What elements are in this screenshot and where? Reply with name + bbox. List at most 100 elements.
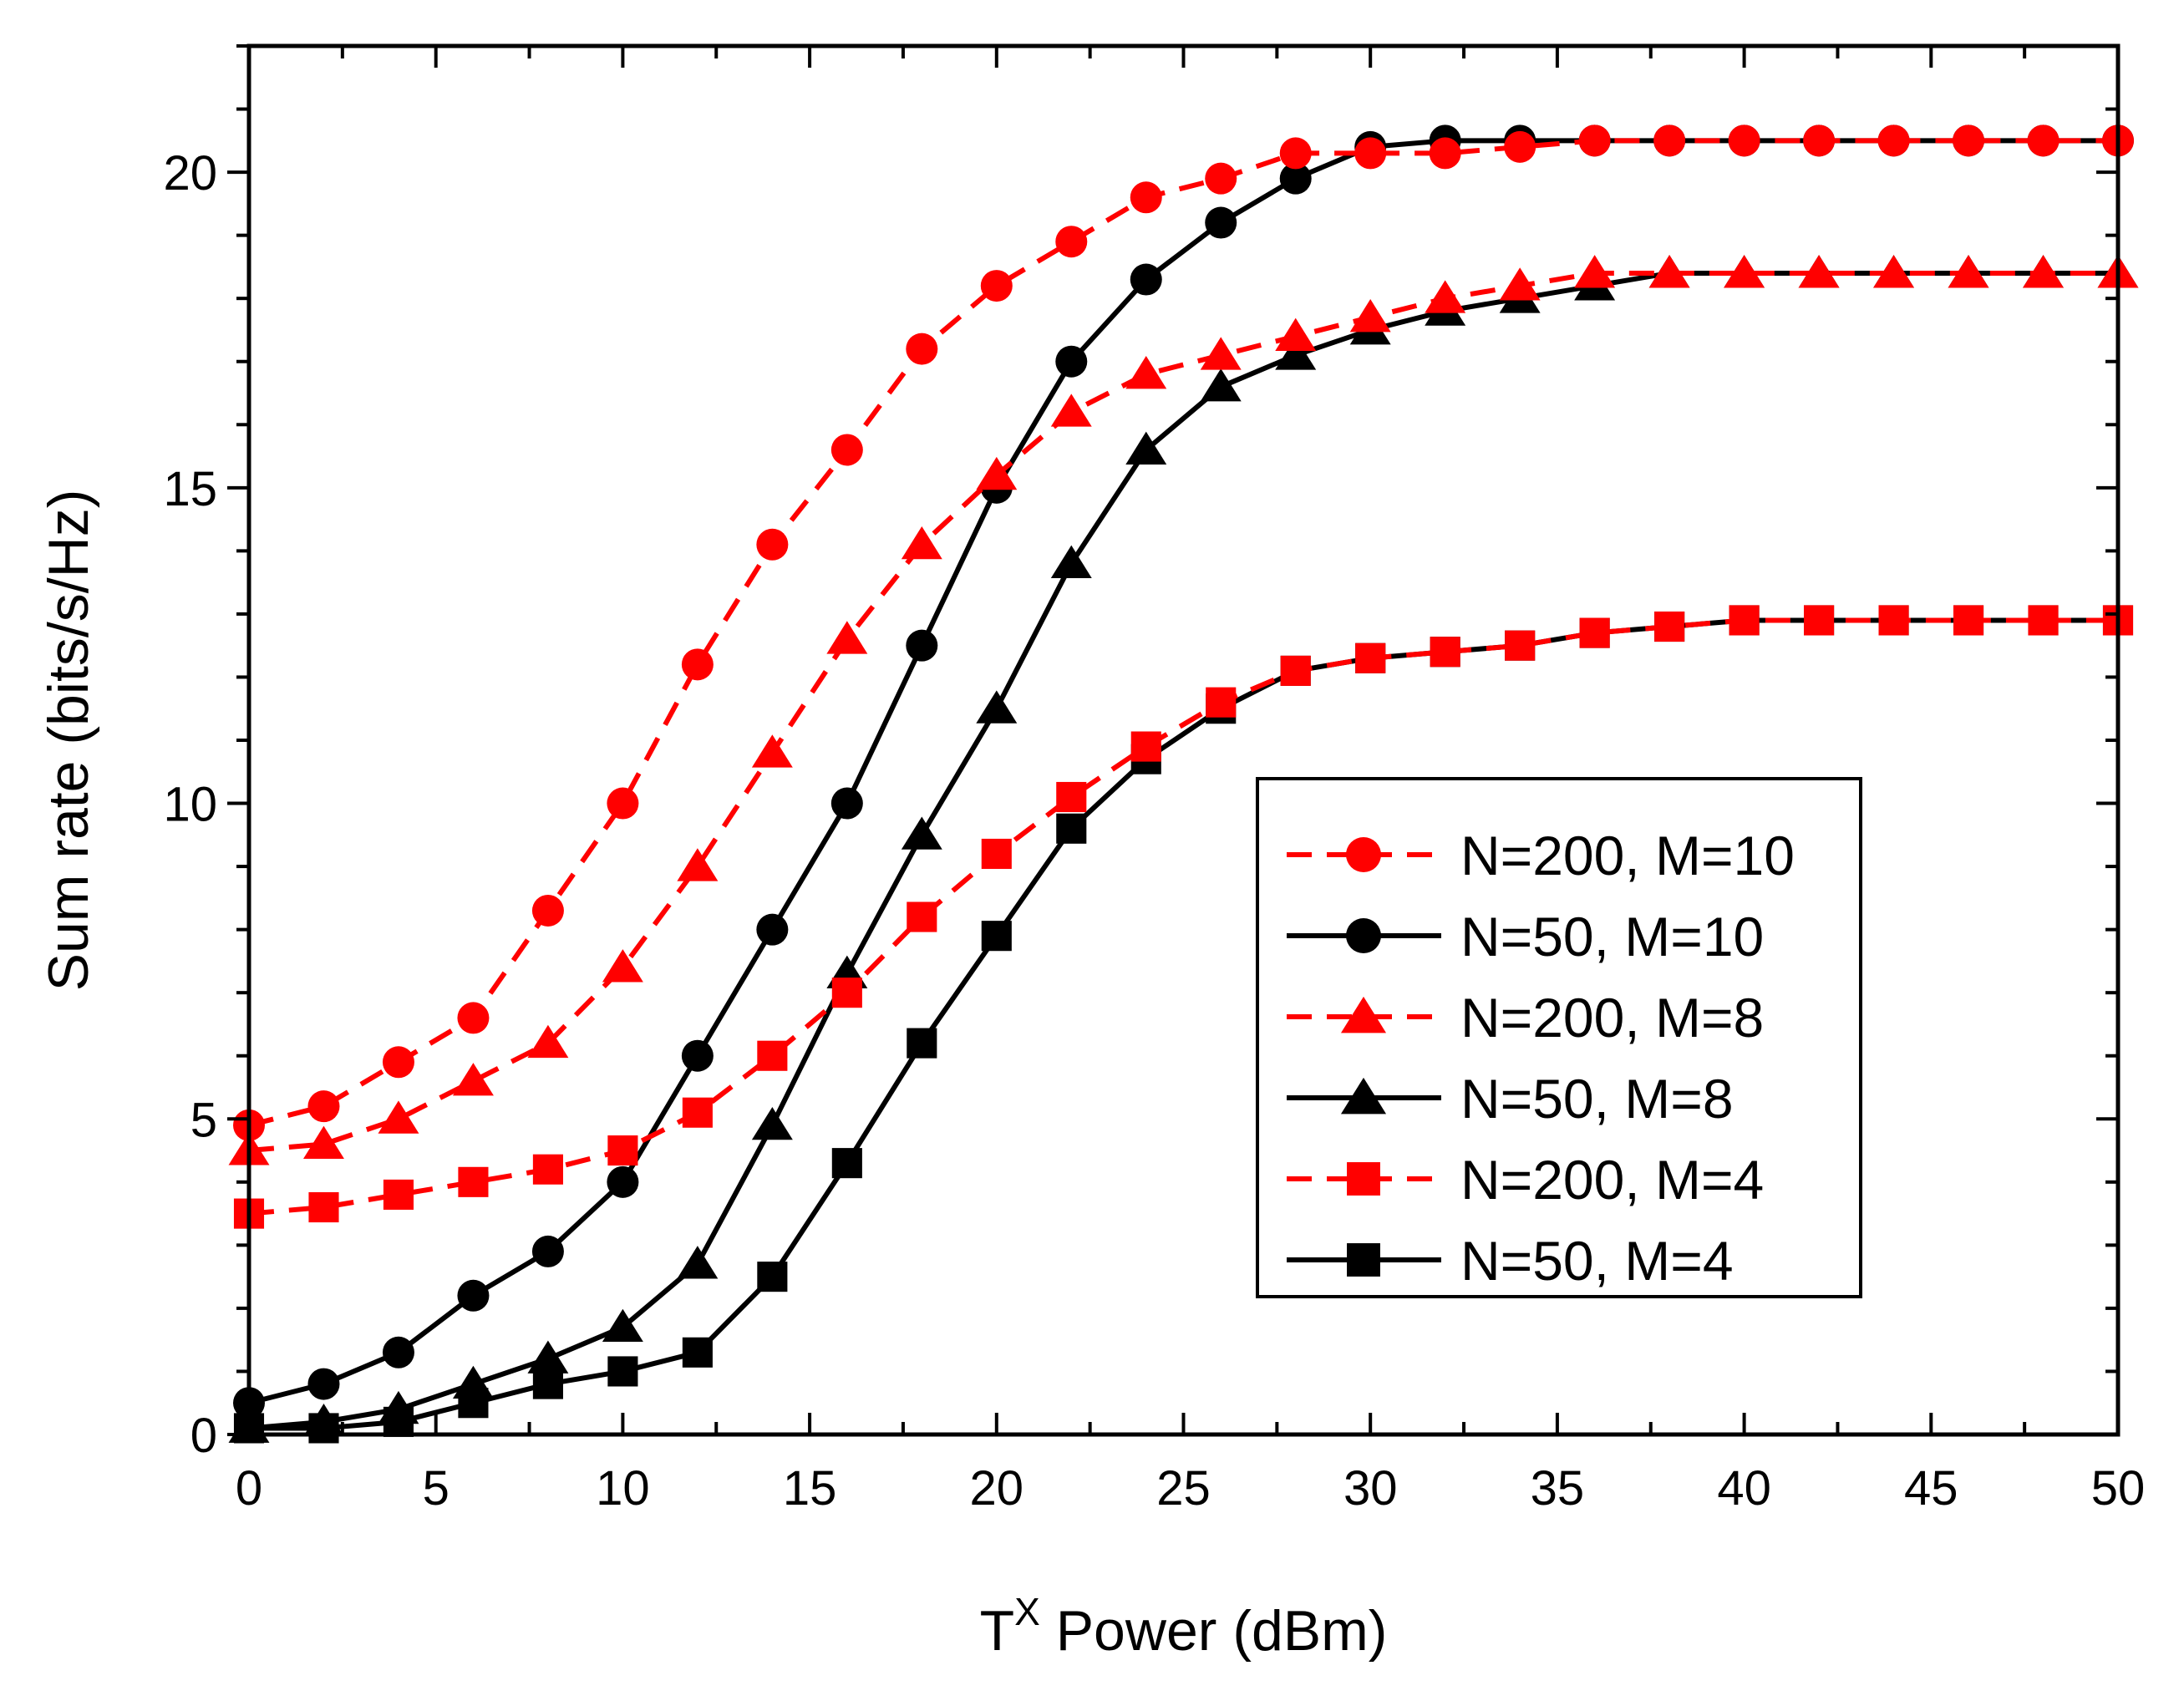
- data-point: [1653, 124, 1686, 157]
- data-point: [1729, 605, 1760, 636]
- data-point: [607, 1165, 639, 1198]
- data-point: [1877, 124, 1910, 157]
- x-axis-title: TX Power (dBm): [980, 1590, 1388, 1663]
- y-axis-title: Sum rate (bits/s/Hz): [37, 490, 100, 992]
- data-point: [382, 1046, 414, 1079]
- data-point: [602, 949, 643, 983]
- data-point: [1803, 124, 1836, 157]
- data-point: [1205, 162, 1237, 195]
- series-N=200, M=8: [228, 255, 2139, 1165]
- data-point: [682, 1097, 713, 1128]
- legend-label: N=50, M=8: [1460, 1068, 1734, 1130]
- data-point: [757, 1040, 788, 1071]
- data-point: [457, 1002, 490, 1034]
- x-tick-label: 40: [1717, 1461, 1771, 1516]
- x-tick-label: 45: [1904, 1461, 1958, 1516]
- data-point: [383, 1179, 414, 1210]
- data-point: [607, 787, 639, 820]
- data-point: [378, 1100, 419, 1134]
- data-point: [382, 1336, 414, 1368]
- data-point: [1200, 368, 1242, 402]
- data-point: [756, 913, 789, 946]
- data-point: [531, 894, 564, 927]
- series-layer: [228, 124, 2139, 1444]
- data-point: [830, 434, 863, 466]
- data-point: [307, 1368, 340, 1400]
- data-point: [1349, 298, 1391, 333]
- data-point: [751, 1106, 793, 1140]
- data-point: [831, 977, 862, 1008]
- data-point: [308, 1413, 339, 1444]
- data-point: [1050, 545, 1092, 578]
- legend-label: N=50, M=4: [1460, 1230, 1734, 1292]
- legend-marker: [1347, 1243, 1380, 1277]
- y-tick-label: 5: [190, 1093, 217, 1147]
- data-point: [1200, 337, 1242, 370]
- data-point: [2027, 124, 2060, 157]
- data-point: [1578, 124, 1611, 157]
- data-point: [1125, 431, 1167, 465]
- data-point: [607, 1356, 638, 1387]
- data-point: [1280, 655, 1311, 686]
- data-point: [1355, 642, 1386, 673]
- data-point: [1279, 137, 1312, 170]
- data-point: [976, 456, 1018, 490]
- data-point: [677, 1246, 719, 1279]
- data-point: [981, 921, 1012, 952]
- data-point: [1798, 255, 1840, 288]
- y-tick-label: 20: [163, 146, 217, 201]
- legend-item: N=200, M=10: [1287, 825, 1795, 886]
- data-point: [532, 1154, 563, 1185]
- data-point: [607, 1135, 638, 1166]
- axis-tick-labels: 0 5 10 15 20 25 30 35 40 45 50 0 5 10 15 20: [163, 146, 2145, 1516]
- data-point: [907, 1028, 937, 1059]
- data-point: [1948, 255, 1989, 288]
- data-point: [2023, 255, 2064, 288]
- data-point: [980, 270, 1013, 302]
- data-point: [1275, 317, 1317, 351]
- data-point: [681, 648, 714, 681]
- x-tick-label: 35: [1531, 1461, 1585, 1516]
- data-point: [1430, 637, 1460, 668]
- x-tick-label: 0: [236, 1461, 262, 1516]
- x-axis-title-rest: Power (dBm): [1040, 1599, 1388, 1663]
- data-point: [527, 1340, 569, 1374]
- y-tick-label: 0: [190, 1409, 217, 1463]
- axis-ticks: [227, 44, 2120, 1436]
- series-line: [248, 138, 2118, 1128]
- legend-marker: [1346, 918, 1381, 953]
- data-point: [901, 526, 942, 560]
- data-point: [531, 1235, 564, 1267]
- data-point: [1648, 255, 1690, 288]
- data-point: [458, 1166, 489, 1197]
- data-point: [1579, 617, 1610, 648]
- data-point: [532, 1368, 563, 1399]
- data-point: [1429, 137, 1461, 170]
- data-point: [1130, 181, 1162, 214]
- x-tick-label: 10: [596, 1461, 650, 1516]
- data-point: [1574, 255, 1616, 288]
- x-tick-label: 30: [1343, 1461, 1398, 1516]
- legend-item: N=200, M=4: [1287, 1149, 1764, 1211]
- data-point: [1728, 124, 1760, 157]
- data-point: [1804, 605, 1835, 636]
- data-point: [527, 1024, 569, 1059]
- legend: N=200, M=10 N=50, M=10 N=200, M=8 N=50, M=8…: [1256, 777, 1862, 1298]
- data-point: [1055, 345, 1088, 378]
- data-point: [826, 621, 868, 654]
- legend-marker: [1340, 996, 1387, 1033]
- series-N=200, M=4: [233, 605, 2134, 1229]
- data-point: [1055, 226, 1088, 258]
- legend-label: N=200, M=8: [1460, 987, 1764, 1049]
- data-point: [1130, 263, 1162, 296]
- data-point: [906, 333, 938, 365]
- data-point: [901, 816, 942, 850]
- data-point: [981, 838, 1012, 870]
- data-point: [831, 1148, 862, 1179]
- data-point: [1724, 255, 1765, 288]
- data-point: [1873, 255, 1915, 288]
- legend-marker: [1340, 1077, 1387, 1115]
- y-tick-label: 10: [163, 778, 217, 832]
- legend-item: N=50, M=4: [1287, 1230, 1734, 1292]
- x-tick-label: 50: [2091, 1461, 2146, 1516]
